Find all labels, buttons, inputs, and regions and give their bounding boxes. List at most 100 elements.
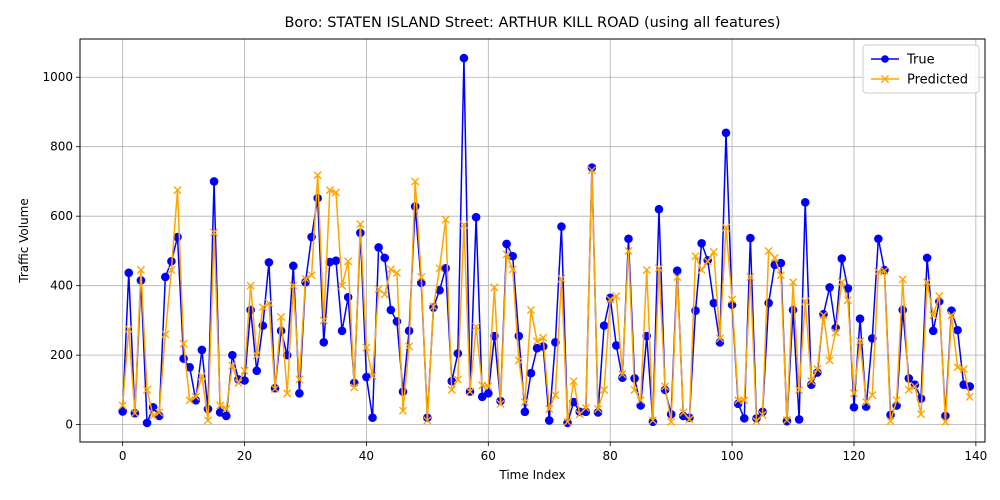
data-point-true	[508, 251, 517, 261]
data-point-predicted	[167, 265, 176, 275]
legend-label-predicted: Predicted	[907, 73, 968, 88]
data-point-true	[313, 193, 322, 203]
legend-marker-true	[881, 55, 889, 63]
data-point-true	[240, 376, 249, 385]
data-point-true	[739, 414, 749, 423]
data-point-predicted	[197, 371, 206, 381]
y-tick-label: 800	[50, 140, 73, 154]
plot-frame	[79, 38, 986, 443]
x-tick-label: 100	[721, 449, 744, 463]
data-point-true	[197, 345, 207, 355]
data-point-true	[252, 366, 262, 376]
x-axis-label: Time Index	[498, 468, 565, 482]
data-point-predicted	[752, 417, 761, 426]
data-point-true	[288, 261, 298, 271]
data-point-predicted	[636, 396, 645, 405]
axes: 0 20 40 60 80 100 120 140 0 200 400 600 800 1000	[42, 70, 987, 463]
data-point-true	[453, 349, 463, 358]
data-point-true	[514, 331, 524, 341]
data-point-predicted	[447, 385, 456, 394]
data-point-predicted	[289, 281, 298, 290]
data-point-predicted	[392, 268, 401, 277]
data-point-predicted	[277, 312, 286, 322]
legend-marker-predicted	[880, 74, 890, 84]
data-point-predicted	[149, 411, 158, 421]
data-point-true	[624, 234, 633, 244]
data-point-true	[179, 354, 188, 363]
data-point-true	[849, 402, 859, 412]
data-point-predicted	[362, 343, 371, 352]
data-point-predicted	[965, 392, 974, 401]
data-point-true	[788, 305, 798, 315]
data-point-true	[953, 325, 962, 335]
data-point-predicted	[612, 291, 621, 301]
data-point-predicted	[161, 330, 170, 339]
data-point-predicted	[923, 278, 932, 287]
data-point-predicted	[301, 274, 310, 283]
data-point-true	[874, 234, 883, 244]
data-point-predicted	[142, 385, 152, 394]
data-point-predicted	[715, 334, 724, 343]
data-point-predicted	[398, 406, 408, 415]
data-point-predicted	[819, 311, 828, 320]
data-point-predicted	[727, 295, 737, 304]
data-point-predicted	[283, 389, 292, 398]
data-point-predicted	[331, 188, 341, 197]
data-point-predicted	[831, 328, 840, 337]
data-point-predicted	[825, 356, 834, 365]
data-point-predicted	[795, 385, 804, 394]
data-point-predicted	[660, 382, 670, 391]
data-point-true	[715, 337, 725, 347]
data-point-predicted	[264, 298, 274, 308]
x-tick-label: 80	[603, 449, 618, 463]
series-predicted	[118, 166, 974, 426]
data-point-true	[867, 334, 877, 343]
data-point-predicted	[429, 302, 438, 311]
data-point-predicted	[855, 337, 865, 346]
data-point-true	[654, 204, 664, 214]
y-tick-label: 1000	[42, 70, 73, 84]
data-point-predicted	[782, 416, 792, 425]
data-point-predicted	[801, 297, 810, 306]
data-point-predicted	[228, 361, 237, 370]
x-tick-label: 0	[119, 449, 127, 463]
data-point-predicted	[472, 322, 481, 331]
data-point-predicted	[173, 186, 182, 195]
data-point-predicted	[502, 250, 511, 259]
data-point-predicted	[130, 409, 139, 418]
data-point-true	[794, 415, 804, 424]
data-point-predicted	[350, 383, 359, 392]
data-point-true	[374, 243, 383, 252]
data-point-predicted	[764, 246, 773, 256]
data-point-true	[276, 326, 286, 336]
y-tick-label: 200	[50, 348, 73, 362]
data-point-predicted	[118, 401, 127, 410]
data-point-true	[343, 292, 353, 302]
data-point-predicted	[630, 385, 639, 394]
data-point-true	[599, 321, 609, 330]
x-tick-label: 40	[359, 449, 374, 463]
data-point-predicted	[234, 378, 243, 388]
data-point-predicted	[563, 417, 572, 426]
data-point-true	[410, 202, 420, 211]
data-point-predicted	[179, 339, 188, 348]
data-point-predicted	[600, 385, 609, 394]
data-point-true	[221, 411, 231, 421]
data-point-predicted	[606, 295, 615, 304]
data-point-predicted	[685, 415, 694, 424]
data-point-predicted	[904, 385, 913, 394]
data-point-true	[386, 305, 396, 315]
data-point-predicted	[770, 253, 779, 262]
data-point-predicted	[734, 396, 743, 405]
data-point-predicted	[295, 375, 304, 384]
data-point-predicted	[124, 324, 133, 334]
data-point-true	[898, 305, 908, 315]
data-point-predicted	[953, 363, 962, 372]
series-line-true	[121, 57, 970, 424]
data-point-predicted	[417, 272, 426, 282]
data-point-predicted	[313, 171, 322, 180]
data-point-predicted	[246, 281, 255, 290]
data-point-true	[672, 266, 682, 276]
data-point-predicted	[758, 410, 767, 419]
y-tick-label: 0	[65, 418, 73, 432]
